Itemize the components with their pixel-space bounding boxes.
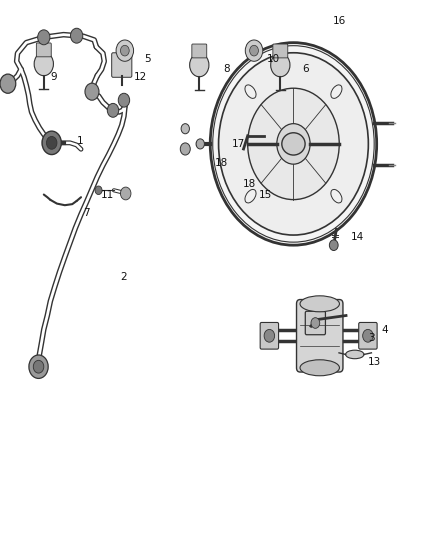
Circle shape <box>250 45 258 56</box>
FancyBboxPatch shape <box>260 322 279 349</box>
FancyBboxPatch shape <box>359 322 377 349</box>
FancyBboxPatch shape <box>305 311 325 335</box>
Ellipse shape <box>300 360 339 376</box>
Circle shape <box>107 103 119 117</box>
Circle shape <box>180 143 190 155</box>
Text: 4: 4 <box>381 326 388 335</box>
Text: 15: 15 <box>258 190 272 199</box>
Circle shape <box>33 360 44 373</box>
Circle shape <box>46 136 57 149</box>
FancyBboxPatch shape <box>273 44 288 58</box>
Circle shape <box>311 318 320 328</box>
Circle shape <box>34 52 53 76</box>
Circle shape <box>71 28 83 43</box>
Circle shape <box>29 355 48 378</box>
Circle shape <box>219 53 368 235</box>
Ellipse shape <box>346 350 364 359</box>
Ellipse shape <box>300 296 339 312</box>
Text: 13: 13 <box>368 358 381 367</box>
Circle shape <box>85 83 99 100</box>
Text: 5: 5 <box>145 54 151 63</box>
Text: 18: 18 <box>243 179 256 189</box>
Ellipse shape <box>245 189 256 203</box>
Circle shape <box>196 139 205 149</box>
Circle shape <box>264 329 275 342</box>
Circle shape <box>42 131 61 155</box>
Text: 6: 6 <box>302 64 309 74</box>
Circle shape <box>277 124 310 164</box>
Circle shape <box>271 53 290 77</box>
Circle shape <box>38 30 50 45</box>
Circle shape <box>116 40 134 61</box>
Text: 3: 3 <box>368 334 374 343</box>
Circle shape <box>0 74 16 93</box>
Text: 9: 9 <box>50 72 57 82</box>
Text: 12: 12 <box>134 72 147 82</box>
FancyBboxPatch shape <box>36 43 51 57</box>
Text: 16: 16 <box>333 17 346 26</box>
Circle shape <box>120 45 129 56</box>
Ellipse shape <box>282 133 305 155</box>
Circle shape <box>329 240 338 251</box>
Ellipse shape <box>331 189 342 203</box>
Circle shape <box>363 329 373 342</box>
Text: 7: 7 <box>83 208 90 218</box>
Circle shape <box>95 186 102 195</box>
Text: 18: 18 <box>215 158 228 167</box>
Circle shape <box>118 93 130 107</box>
Circle shape <box>245 40 263 61</box>
Text: 10: 10 <box>267 54 280 63</box>
Circle shape <box>190 53 209 77</box>
FancyBboxPatch shape <box>112 53 132 77</box>
Ellipse shape <box>331 85 342 99</box>
Text: 1: 1 <box>77 136 83 146</box>
Circle shape <box>210 43 377 245</box>
Text: 8: 8 <box>223 64 230 74</box>
Text: 17: 17 <box>232 139 245 149</box>
Ellipse shape <box>245 85 256 99</box>
Circle shape <box>181 124 190 134</box>
FancyBboxPatch shape <box>297 300 343 372</box>
Text: 11: 11 <box>101 190 114 199</box>
Text: 2: 2 <box>120 272 127 282</box>
Text: 14: 14 <box>350 232 364 242</box>
FancyBboxPatch shape <box>192 44 207 58</box>
Circle shape <box>248 88 339 200</box>
Circle shape <box>120 187 131 200</box>
